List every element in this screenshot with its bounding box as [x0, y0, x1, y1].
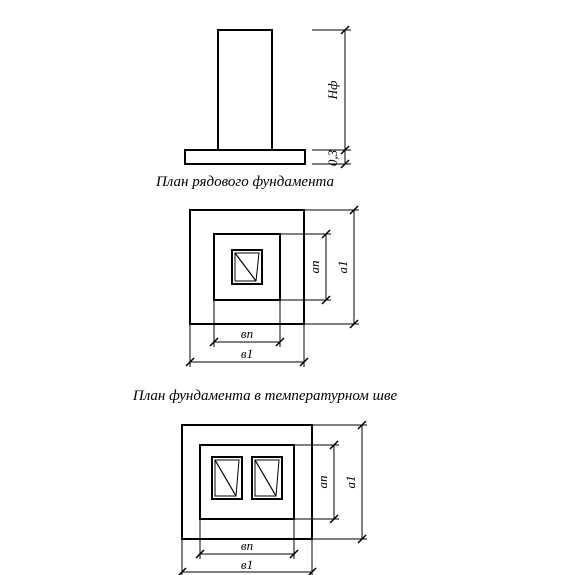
caption-2: План фундамента в температурном шве	[132, 388, 398, 404]
lbl-a12: a1	[343, 476, 358, 489]
lbl-an: aп	[307, 261, 322, 274]
dim-label-03: 0,3	[325, 149, 340, 166]
lbl-b12: в1	[241, 557, 253, 572]
line	[215, 460, 236, 496]
lbl-bn: вп	[241, 326, 253, 341]
caption-1: План рядового фундамента	[155, 174, 334, 190]
base-slab	[185, 150, 305, 164]
dim-label-Hf: Hф	[325, 81, 340, 101]
socket	[214, 234, 280, 300]
column	[218, 30, 272, 150]
line	[255, 460, 276, 496]
lbl-b1: в1	[241, 346, 253, 361]
outer-slab	[190, 210, 304, 324]
line	[235, 253, 256, 281]
outer-slab-2	[182, 425, 312, 539]
lbl-bn2: вп	[241, 538, 253, 553]
lbl-an2: aп	[315, 476, 330, 489]
lbl-a1: a1	[335, 261, 350, 274]
